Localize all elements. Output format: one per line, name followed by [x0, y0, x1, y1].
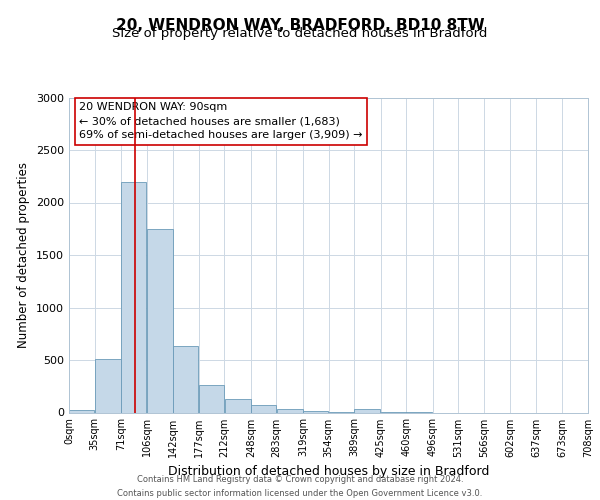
- Bar: [277, 410, 302, 412]
- Text: 20, WENDRON WAY, BRADFORD, BD10 8TW: 20, WENDRON WAY, BRADFORD, BD10 8TW: [116, 18, 484, 32]
- Bar: [251, 405, 276, 412]
- Bar: [355, 409, 380, 412]
- Bar: [303, 411, 328, 412]
- Y-axis label: Number of detached properties: Number of detached properties: [17, 162, 31, 348]
- X-axis label: Distribution of detached houses by size in Bradford: Distribution of detached houses by size …: [168, 465, 489, 478]
- Bar: [173, 346, 199, 412]
- Text: 20 WENDRON WAY: 90sqm
← 30% of detached houses are smaller (1,683)
69% of semi-d: 20 WENDRON WAY: 90sqm ← 30% of detached …: [79, 102, 363, 140]
- Bar: [199, 384, 224, 412]
- Text: Size of property relative to detached houses in Bradford: Size of property relative to detached ho…: [112, 28, 488, 40]
- Bar: [69, 410, 94, 412]
- Bar: [147, 229, 173, 412]
- Bar: [95, 359, 121, 412]
- Text: Contains HM Land Registry data © Crown copyright and database right 2024.
Contai: Contains HM Land Registry data © Crown c…: [118, 476, 482, 498]
- Bar: [121, 182, 146, 412]
- Bar: [225, 399, 251, 412]
